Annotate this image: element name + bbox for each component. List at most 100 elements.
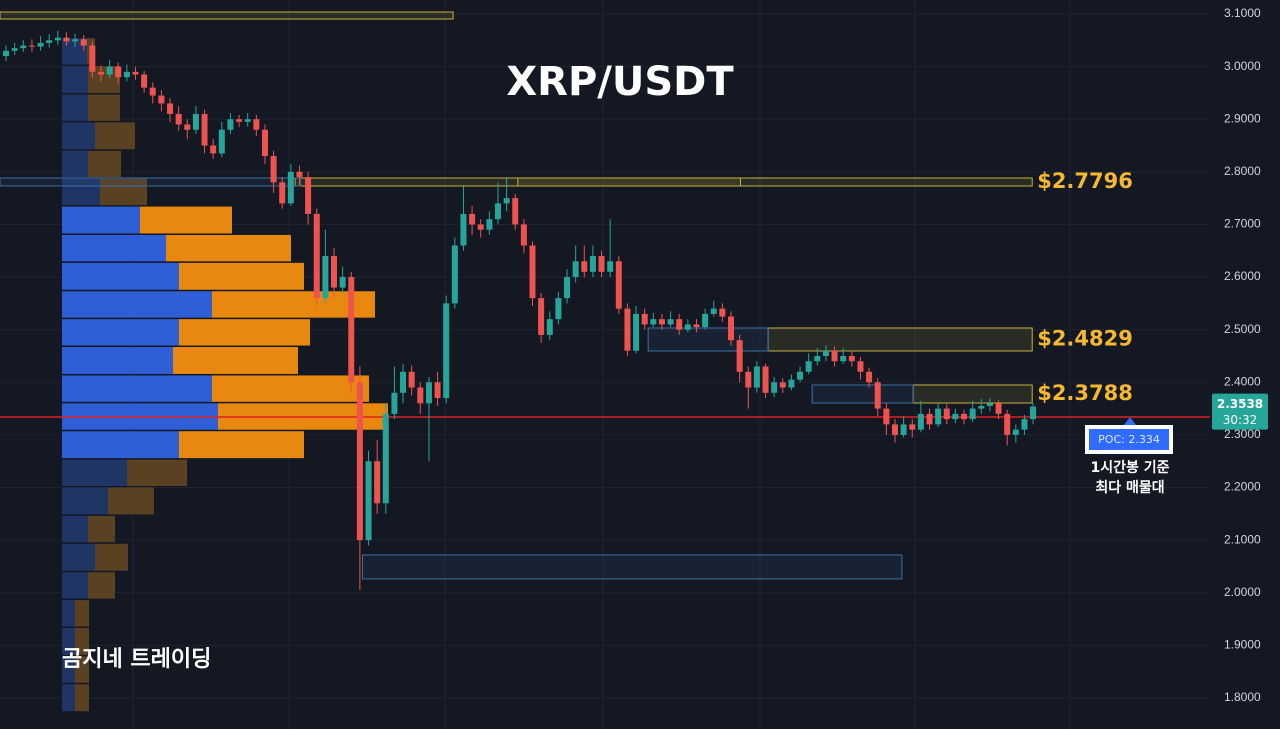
candle-body (339, 277, 346, 288)
candle-body (702, 313, 709, 328)
poc-box (1089, 429, 1169, 451)
candle-body (874, 382, 881, 409)
candle-body (805, 361, 812, 372)
profile-buy (62, 684, 75, 712)
candle-body (97, 71, 104, 75)
candle-body (175, 113, 182, 125)
candle-body (926, 413, 933, 425)
candle-body (3, 50, 10, 57)
candle-body (37, 42, 44, 47)
candle-body (322, 256, 329, 299)
profile-buy (62, 319, 179, 346)
annotation: 1시간봉 기준 (1090, 459, 1169, 476)
candle-body (227, 119, 234, 130)
profile-buy (62, 543, 95, 571)
profile-sell (179, 431, 304, 459)
candle-body (633, 313, 640, 351)
candle-body (719, 308, 726, 317)
candle-body (564, 277, 571, 299)
candle-body (581, 261, 588, 272)
profile-buy (62, 150, 88, 178)
candle-body (710, 308, 717, 314)
candle-body (658, 319, 665, 325)
zone (0, 11, 454, 20)
candle-body (909, 424, 916, 430)
candle-body (331, 256, 338, 288)
profile-sell (75, 627, 89, 655)
candle-body (555, 298, 562, 320)
candle-body (952, 413, 959, 420)
candle-body (572, 261, 579, 278)
candle-body (115, 66, 122, 78)
candle-body (840, 355, 847, 362)
profile-sell (75, 656, 89, 683)
candle-body (753, 366, 760, 388)
watermark: 곰지네 트레이딩 (62, 647, 211, 672)
candle-body (460, 213, 467, 246)
candle-body (486, 219, 493, 230)
candle-body (443, 303, 450, 399)
candle-body (167, 103, 174, 114)
zone (0, 177, 301, 187)
candle-body (857, 361, 864, 372)
y-tick-label: 2.1000 (1224, 532, 1261, 546)
chart-title: XRP/USDT (506, 59, 734, 105)
candle-body (201, 113, 208, 146)
candle-body (218, 129, 225, 154)
candle-body (995, 403, 1002, 414)
candle-body (667, 319, 674, 325)
profile-sell (212, 375, 369, 402)
candle-body (400, 371, 407, 393)
candle-body (305, 177, 312, 214)
candle-body (253, 119, 260, 130)
y-tick-label: 2.5000 (1224, 322, 1261, 336)
candle-body (831, 350, 838, 362)
candle-body (538, 298, 545, 335)
zone (647, 327, 769, 352)
profile-buy (62, 459, 127, 487)
y-tick-label: 2.0000 (1224, 585, 1261, 599)
candle-body (287, 171, 294, 204)
profile-buy (62, 515, 88, 543)
zone (811, 384, 914, 404)
profile-buy (62, 431, 179, 459)
y-tick-label: 2.6000 (1224, 269, 1261, 283)
candle-body (684, 324, 691, 330)
candle-body (512, 198, 519, 225)
y-tick-label: 1.9000 (1224, 638, 1261, 652)
candle-body (624, 308, 631, 351)
candle-body (417, 387, 424, 404)
profile-sell (88, 150, 121, 178)
profile-sell (127, 459, 187, 487)
profile-sell (140, 206, 232, 234)
candle-body (236, 119, 243, 122)
candle-body (80, 39, 87, 46)
candle-body (313, 213, 320, 299)
candle-body (106, 66, 113, 75)
profile-sell (88, 572, 115, 599)
candle-body (503, 198, 510, 204)
candle-body (141, 74, 148, 88)
candle-body (1021, 419, 1028, 430)
candle-body (900, 424, 907, 435)
candle-body (891, 424, 898, 435)
y-tick-label: 2.7000 (1224, 217, 1261, 231)
candle-body (728, 316, 735, 341)
profile-sell (75, 600, 89, 627)
price-tag (1212, 393, 1268, 430)
candle-body (296, 171, 303, 178)
candle-body (883, 408, 890, 425)
plot (0, 11, 1210, 712)
zone (517, 177, 741, 187)
profile-sell (212, 291, 375, 318)
zone-label: $2.4829 (1037, 326, 1133, 350)
candle-body (598, 256, 605, 272)
candle-body (589, 256, 596, 272)
y-tick-label: 2.2000 (1224, 480, 1261, 494)
profile-buy (62, 66, 88, 93)
price-tag-countdown: 30:32 (1223, 413, 1258, 427)
candle-body (641, 313, 648, 325)
candle-body (693, 324, 700, 328)
annotation: 최다 매물대 (1095, 480, 1164, 496)
